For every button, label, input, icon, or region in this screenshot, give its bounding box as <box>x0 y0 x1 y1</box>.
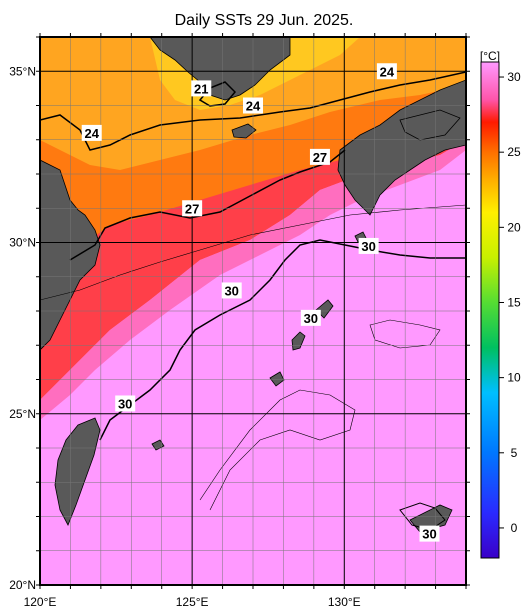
map-title: Daily SSTs 29 Jun. 2025. <box>174 12 354 29</box>
contour-27 <box>69 149 346 261</box>
lon-label: 120°E <box>24 595 57 609</box>
contour-label-box <box>419 525 440 542</box>
contour-label-text: 30 <box>224 283 238 298</box>
contour-label: 27 <box>182 200 203 217</box>
lat-label: 35°N <box>9 64 36 78</box>
contour-label-text: 21 <box>194 81 208 96</box>
contour-label-box <box>182 200 203 217</box>
contour-thin-c <box>369 319 441 349</box>
longitude-labels: 120°E 125°E 130°E <box>24 595 361 609</box>
pink-transition-area <box>40 140 466 420</box>
contour-label-text: 30 <box>118 396 132 411</box>
contour-label-text: 24 <box>380 64 395 79</box>
contour-label: 24 <box>376 63 397 80</box>
contour-labels: 21 24 24 24 27 27 30 30 30 30 30 <box>81 63 440 542</box>
contour-label-text: 30 <box>422 527 436 542</box>
contour-label-box <box>300 309 321 326</box>
contour-label: 27 <box>309 148 330 165</box>
contour-label-text: 30 <box>304 311 318 326</box>
korea-land <box>149 37 291 101</box>
contour-label-text: 27 <box>313 150 327 165</box>
sst-field <box>40 37 466 585</box>
china-coast-land <box>40 159 101 351</box>
contour-label-text: 30 <box>361 239 375 254</box>
contour-label: 24 <box>243 97 263 114</box>
jeju-island <box>231 123 257 139</box>
contour-label-box <box>191 80 212 97</box>
frame-ticks <box>36 33 470 589</box>
colorbar-tick-label: 20 <box>507 220 521 234</box>
land <box>40 37 466 533</box>
contour-label-text: 27 <box>185 201 199 216</box>
lat-label: 25°N <box>9 407 36 421</box>
contour-label: 21 <box>191 80 212 97</box>
colorbar-tick-label: 30 <box>507 70 521 84</box>
contour-label: 30 <box>115 395 136 412</box>
contour-label: 30 <box>300 309 321 326</box>
contour-label-box <box>81 124 102 141</box>
contour-label: 30 <box>221 282 242 299</box>
taiwan-land <box>54 417 101 526</box>
colorbar-tick-label: 25 <box>507 145 521 159</box>
contour-label-box <box>358 237 379 254</box>
contour-label-text: 24 <box>246 99 261 114</box>
colorbar-tick-label: 5 <box>511 446 518 460</box>
lon-label: 130°E <box>328 595 361 609</box>
contour-label: 24 <box>81 124 102 141</box>
lon-label: 125°E <box>176 595 209 609</box>
latitude-labels: 35°N 30°N 25°N 20°N <box>9 64 36 592</box>
contour-label: 30 <box>358 237 379 254</box>
major-grid <box>40 37 466 585</box>
contour-thin-b <box>199 389 356 511</box>
colorbar-unit: [°C] <box>480 49 500 63</box>
colorbar-gradient <box>480 61 500 559</box>
contour-label-text: 24 <box>84 126 99 141</box>
contour-label: 30 <box>419 525 440 542</box>
contour-30-east <box>399 502 446 531</box>
colorbar-ticks: 0 5 10 15 20 25 30 <box>499 70 521 535</box>
lat-label: 30°N <box>9 236 36 250</box>
contour-label-box <box>221 282 242 299</box>
contour-label-box <box>309 148 330 165</box>
contour-label-box <box>243 97 263 114</box>
colorbar-tick-label: 10 <box>507 371 521 385</box>
contour-label-box <box>376 63 397 80</box>
lat-label: 20°N <box>9 578 36 592</box>
colorbar: [°C] 0 5 10 15 20 25 30 <box>480 49 521 559</box>
miyako-island <box>269 371 285 387</box>
colorbar-tick-label: 0 <box>511 521 518 535</box>
contour-label-box <box>115 395 136 412</box>
colorbar-tick-label: 15 <box>507 295 521 309</box>
